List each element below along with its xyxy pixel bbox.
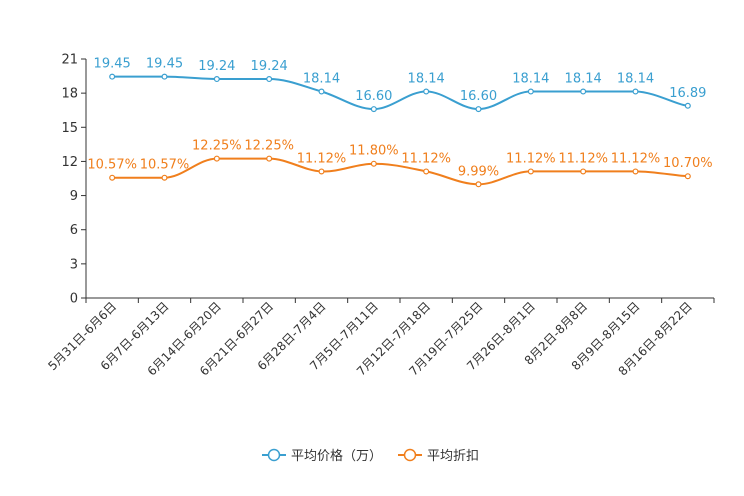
data-point[interactable]	[475, 106, 482, 113]
data-label: 10.70%	[663, 156, 713, 171]
data-labels: 19.45 19.45 19.24 19.24 18.14 16.60 18.14 16.60…	[87, 57, 712, 180]
data-point[interactable]	[161, 174, 168, 181]
data-label: 19.24	[198, 59, 235, 74]
data-point[interactable]	[423, 168, 430, 175]
data-label: 10.57%	[87, 158, 137, 173]
legend-item-2[interactable]: 平均折扣	[398, 448, 479, 464]
data-label: 18.14	[617, 72, 654, 87]
data-label: 16.60	[460, 89, 497, 104]
data-point[interactable]	[109, 174, 116, 181]
data-point[interactable]	[527, 88, 534, 95]
data-point[interactable]	[423, 88, 430, 95]
data-point[interactable]	[370, 106, 377, 113]
data-point[interactable]	[632, 168, 639, 175]
series-layer	[109, 73, 691, 188]
data-point[interactable]	[318, 88, 325, 95]
data-label: 11.12%	[401, 151, 451, 166]
y-tick-label: 15	[61, 121, 78, 136]
legend[interactable]: 平均价格（万） 平均折扣	[262, 448, 479, 464]
data-point[interactable]	[527, 168, 534, 175]
data-point[interactable]	[318, 168, 325, 175]
data-label: 11.12%	[558, 151, 608, 166]
data-label: 11.12%	[611, 151, 661, 166]
data-label: 11.12%	[506, 151, 556, 166]
series-line-2	[112, 157, 688, 186]
y-tick-label: 21	[61, 53, 78, 68]
data-label: 11.12%	[297, 151, 347, 166]
data-point[interactable]	[266, 76, 273, 83]
data-point[interactable]	[109, 73, 116, 80]
data-label: 19.45	[94, 57, 131, 72]
y-tick-label: 12	[61, 155, 78, 170]
data-point[interactable]	[580, 168, 587, 175]
x-axis: 5月31日-6月6日6月7日-6月13日6月14日-6月20日6月21日-6月2…	[45, 297, 715, 379]
data-point[interactable]	[370, 160, 377, 167]
legend-item-1[interactable]: 平均价格（万）	[262, 448, 382, 464]
legend-label: 平均折扣	[427, 449, 479, 464]
data-label: 18.14	[565, 72, 602, 87]
data-label: 16.60	[355, 89, 392, 104]
y-tick-label: 0	[70, 292, 78, 307]
legend-marker	[267, 448, 281, 462]
data-label: 12.25%	[244, 139, 294, 154]
data-label: 18.14	[512, 72, 549, 87]
data-point[interactable]	[266, 155, 273, 162]
data-label: 19.24	[251, 59, 288, 74]
data-label: 16.89	[669, 86, 706, 101]
legend-label: 平均价格（万）	[291, 448, 382, 464]
legend-marker	[403, 448, 417, 462]
data-point[interactable]	[213, 155, 220, 162]
series-line-1	[112, 75, 688, 111]
y-axis: 0 3 6 9 12 15 18 21	[61, 53, 87, 307]
data-label: 12.25%	[192, 139, 242, 154]
data-label: 18.14	[408, 72, 445, 87]
data-point[interactable]	[684, 173, 691, 180]
data-label: 19.45	[146, 57, 183, 72]
y-tick-label: 9	[70, 189, 78, 204]
data-label: 10.57%	[140, 158, 190, 173]
data-label: 11.80%	[349, 144, 399, 159]
data-point[interactable]	[684, 102, 691, 109]
data-point[interactable]	[475, 181, 482, 188]
data-point[interactable]	[632, 88, 639, 95]
data-point[interactable]	[161, 73, 168, 80]
y-tick-label: 3	[70, 257, 78, 272]
y-tick-label: 18	[61, 87, 78, 102]
data-label: 18.14	[303, 72, 340, 87]
data-label: 9.99%	[458, 164, 499, 179]
data-point[interactable]	[213, 76, 220, 83]
y-tick-label: 6	[70, 223, 78, 238]
data-point[interactable]	[580, 88, 587, 95]
